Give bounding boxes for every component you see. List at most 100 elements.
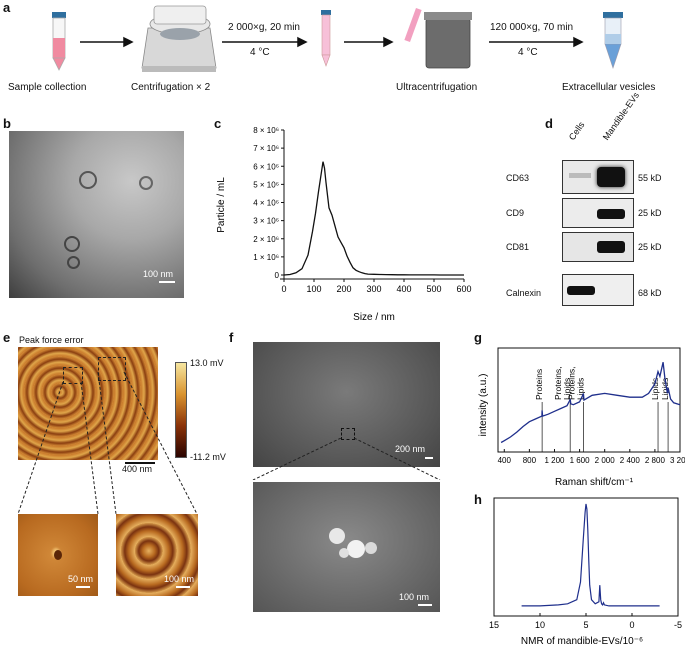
vesicle-marker (139, 176, 153, 190)
nmr-x-label: NMR of mandible-EVs/10⁻⁶ (521, 636, 643, 647)
raman-annotation: Proteins, (553, 366, 563, 400)
condition-2-speed: 120 000×g, 70 min (490, 22, 574, 33)
step-centrifugation: Centrifugation × 2 (131, 82, 211, 93)
workflow-diagram (52, 5, 623, 72)
raman-x-label: Raman shift/cm⁻¹ (555, 477, 634, 488)
nta-x-label: Size / nm (353, 312, 395, 323)
vesicle-marker (79, 171, 97, 189)
condition-1-speed: 2 000×g, 20 min (228, 22, 300, 33)
raman-annotation: Lipids (562, 378, 572, 400)
afm-cbar-max: 13.0 mV (190, 358, 224, 368)
wb-band-box-cd63 (562, 160, 634, 194)
panel-label-f: f (229, 330, 234, 345)
raman-annotation: Proteins (534, 369, 544, 400)
nta-y-tick-label: 5 × 10⁶ (253, 180, 279, 189)
nta-y-label: Particle / mL (216, 177, 227, 233)
vesicle-marker (347, 540, 365, 558)
nta-x-tick-label: 100 (306, 284, 321, 294)
raman-x-tick-label: 3 200 (670, 456, 685, 465)
nta-y-tick-label: 1 × 10⁶ (253, 253, 279, 262)
raman-frame (497, 347, 681, 453)
scale-label-e-inset2: 100 nm (164, 574, 195, 584)
sem-inset-image: 100 nm (253, 482, 440, 612)
nta-y-tick-label: 3 × 10⁶ (253, 217, 279, 226)
blood-tube-icon (52, 12, 66, 71)
afm-cbar-min: -11.2 mV (190, 452, 226, 462)
vesicle-marker (67, 256, 80, 269)
conical-tube-icon (321, 10, 331, 67)
wb-kd-cd9: 25 kD (638, 208, 662, 218)
panel-label-d: d (545, 116, 553, 131)
nmr-x-tick-label: -5 (674, 620, 682, 630)
nta-x-tick-label: 500 (426, 284, 441, 294)
nmr-series-line (521, 503, 660, 607)
nta-x-tick-label: 0 (281, 284, 286, 294)
step-sample-collection: Sample collection (8, 82, 87, 93)
scale-bar-e (125, 462, 155, 464)
scale-label-f: 200 nm (395, 444, 426, 454)
condition-2-temp: 4 °C (518, 47, 538, 58)
nta-x-tick-label: 400 (396, 284, 411, 294)
raman-annotation: Proteins, (566, 366, 576, 400)
sem-roi (341, 428, 355, 440)
vesicle-marker (329, 528, 345, 544)
condition-1-temp: 4 °C (250, 47, 270, 58)
nmr-x-tick-label: 0 (629, 620, 634, 630)
wb-label-cd81: CD81 (506, 242, 530, 252)
nta-y-tick-label: 0 (275, 271, 280, 280)
raman-series-line (500, 362, 681, 444)
raman-annotation: Lipids (575, 378, 585, 400)
wb-band (597, 209, 625, 219)
nta-series-line (283, 161, 464, 276)
wb-kd-calnexin: 68 kD (638, 288, 662, 298)
vesicle-marker (64, 236, 80, 252)
wb-label-calnexin: Calnexin (506, 288, 542, 298)
scale-label-e-inset1: 50 nm (68, 574, 94, 584)
nmr-chart: 15 10 5 0 -5 NMR of mandible-EVs/10⁻⁶ (489, 497, 682, 647)
afm-roi-1 (63, 367, 83, 384)
nta-x-tick-label: 200 (336, 284, 351, 294)
wb-kd-cd81: 25 kD (638, 242, 662, 252)
nmr-x-tick-label: 15 (489, 620, 499, 630)
wb-kd-cd63: 55 kD (638, 173, 662, 183)
nta-y-tick-label: 2 × 10⁶ (253, 235, 279, 244)
wb-band-box-cd9 (562, 198, 634, 228)
vesicle-marker (339, 548, 349, 558)
afm-inset-2: 100 nm (116, 514, 198, 596)
raman-y-label: intensity (a.u.) (478, 374, 489, 437)
scale-bar-b (159, 281, 175, 283)
panel-label-g: g (474, 330, 482, 345)
nta-y-tick-label: 7 × 10⁶ (253, 144, 279, 153)
panel-label-c: c (214, 116, 222, 131)
afm-colorbar (175, 362, 187, 458)
afm-title: Peak force error (19, 335, 84, 345)
sem-main-image: 200 nm (253, 342, 440, 467)
scale-label-b: 100 nm (143, 269, 174, 279)
scale-label-f-inset: 100 nm (399, 592, 430, 602)
workflow-arrows (80, 36, 584, 48)
raman-chart: 400 800 1 200 1 600 2 000 2 400 2 800 3 200 Pro… (478, 347, 685, 488)
wb-band-faint (569, 173, 591, 178)
scale-bar-f-inset (418, 604, 432, 606)
raman-annotation: Lipids (650, 378, 660, 400)
panel-label-b: b (3, 116, 11, 131)
raman-x-tick-label: 2 800 (645, 456, 666, 465)
wb-label-cd63: CD63 (506, 173, 530, 183)
raman-x-tick-label: 2 000 (595, 456, 616, 465)
centrifuge-icon (141, 5, 217, 72)
panel-label-e: e (3, 330, 11, 345)
nta-y-tick-label: 8 × 10⁶ (253, 126, 279, 135)
afm-inset-1: 50 nm (18, 514, 98, 596)
afm-roi-2 (98, 357, 126, 381)
wb-band-box-calnexin (562, 274, 634, 306)
sem-zoom-lines (252, 438, 441, 480)
scale-label-e: 400 nm (122, 464, 153, 474)
vesicle-marker (365, 542, 377, 554)
panel-label-a: a (3, 0, 11, 15)
raman-x-tick-label: 800 (523, 456, 537, 465)
col-cells: Cells (566, 119, 587, 142)
nta-y-tick-label: 4 × 10⁶ (253, 199, 279, 208)
ultracentrifuge-icon (404, 7, 472, 69)
scale-bar-e-inset2 (176, 586, 190, 588)
afm-zoom-lines (17, 371, 198, 515)
